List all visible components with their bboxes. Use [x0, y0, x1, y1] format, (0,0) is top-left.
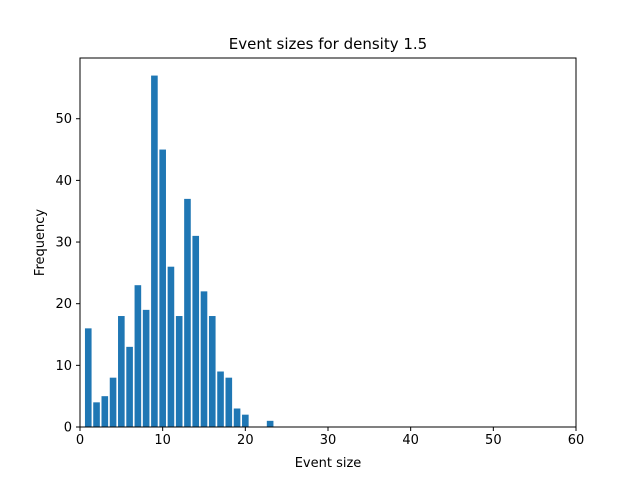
- y-tick-label: 40: [55, 174, 72, 189]
- x-tick-label: 0: [76, 433, 84, 448]
- y-axis-label: Frequency: [33, 209, 48, 276]
- bar: [134, 285, 142, 427]
- bar: [109, 377, 117, 427]
- y-tick-label: 30: [55, 236, 72, 251]
- x-tick-label: 20: [237, 433, 254, 448]
- chart-title: Event sizes for density 1.5: [229, 35, 427, 53]
- bar: [159, 149, 166, 427]
- bar: [151, 75, 158, 428]
- x-tick-label: 50: [485, 433, 502, 448]
- x-tick-label: 10: [154, 433, 171, 448]
- bar: [184, 198, 191, 427]
- x-axis-ticks: 0 10 20 30 40 50 60: [76, 427, 584, 448]
- y-tick-label: 50: [55, 112, 72, 127]
- x-tick-label: 60: [568, 433, 585, 448]
- bar: [225, 377, 233, 427]
- bar: [266, 420, 274, 427]
- bar: [84, 328, 92, 427]
- bar: [242, 414, 249, 427]
- bar: [175, 316, 183, 427]
- bar: [93, 402, 100, 427]
- x-tick-label: 30: [320, 433, 337, 448]
- bar: [217, 371, 224, 427]
- y-tick-label: 10: [55, 359, 72, 374]
- y-tick-label: 20: [55, 297, 72, 312]
- bar: [208, 316, 216, 427]
- bars-group: [84, 75, 274, 428]
- plot-frame: [79, 57, 577, 428]
- y-tick-label: 0: [64, 421, 72, 436]
- bar: [142, 309, 150, 427]
- bar: [200, 291, 208, 427]
- bar: [233, 408, 241, 427]
- bar: [192, 235, 200, 427]
- x-axis-label: Event size: [295, 456, 362, 471]
- bar: [118, 316, 125, 427]
- bar: [126, 346, 133, 427]
- bar: [101, 396, 109, 427]
- x-tick-label: 40: [402, 433, 419, 448]
- y-axis-ticks: 0 10 20 30 40 50: [55, 112, 80, 436]
- bar: [167, 266, 175, 427]
